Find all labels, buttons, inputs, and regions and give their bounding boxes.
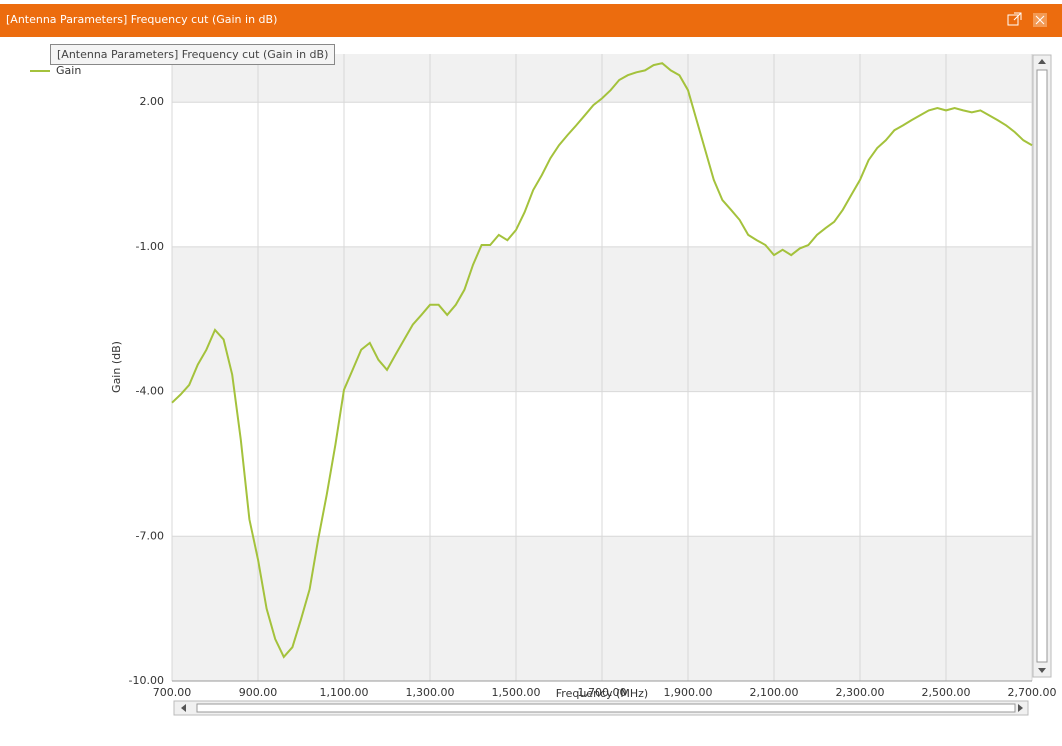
- close-icon: [1035, 15, 1045, 25]
- line-series: [171, 62, 1033, 659]
- h-scroll-thumb[interactable]: [196, 703, 1016, 713]
- x-tick-label: 1,300.00: [406, 686, 455, 699]
- y-axis-label: Gain (dB): [110, 341, 123, 393]
- tooltip: [Antenna Parameters] Frequency cut (Gain…: [50, 44, 336, 65]
- title-bar: [Antenna Parameters] Frequency cut (Gain…: [0, 4, 1062, 37]
- x-tick-label: 900.00: [239, 686, 278, 699]
- scroll-right[interactable]: [1018, 704, 1023, 712]
- y-tick-label: -7.00: [136, 529, 164, 542]
- v-scroll-thumb[interactable]: [1036, 69, 1048, 663]
- scroll-left[interactable]: [181, 704, 186, 712]
- y-tick-label: -4.00: [136, 385, 164, 398]
- legend-label: Gain: [56, 64, 81, 77]
- title-icons: [1007, 12, 1047, 27]
- scroll-up[interactable]: [1038, 59, 1046, 64]
- x-tick-label: 700.00: [153, 686, 192, 699]
- y-tick-label: -10.00: [129, 674, 164, 687]
- y-tick-label: 2.00: [140, 95, 165, 108]
- x-tick-label: 2,700.00: [1008, 686, 1057, 699]
- popout-arrow: [1013, 12, 1022, 21]
- popout-button[interactable]: [1007, 14, 1019, 26]
- x-tick-label: 1,500.00: [492, 686, 541, 699]
- x-tick-label: 2,100.00: [750, 686, 799, 699]
- scroll-down[interactable]: [1038, 668, 1046, 673]
- x-tick-label: 1,900.00: [664, 686, 713, 699]
- x-tick-label: 2,500.00: [922, 686, 971, 699]
- x-tick-label: 2,300.00: [836, 686, 885, 699]
- x-tick-label: 1,100.00: [320, 686, 369, 699]
- x-tick-label: 1,700.00: [578, 686, 627, 699]
- x-axis-label: Frequency (MHz): [556, 687, 648, 700]
- window-title: [Antenna Parameters] Frequency cut (Gain…: [6, 13, 278, 26]
- y-tick-label: -1.00: [136, 240, 164, 253]
